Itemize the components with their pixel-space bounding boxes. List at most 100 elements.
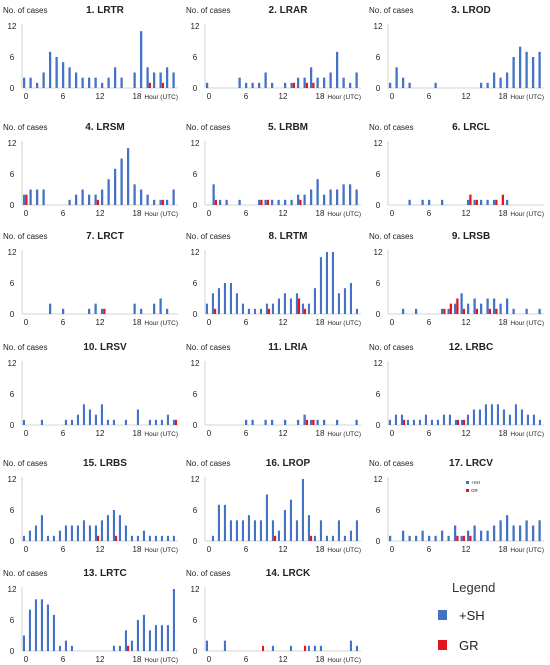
bar-sh xyxy=(152,199,156,205)
bar-sh xyxy=(290,82,293,88)
bar-sh xyxy=(172,589,175,651)
panel-lrcl: 6. LRCL No. of cases 0 6 12 0 6 12 18 Hour (UTC) xyxy=(369,122,544,218)
x-tick-label: 12 xyxy=(96,209,105,218)
x-tick-label: 18 xyxy=(316,655,325,664)
x-tick-label: 12 xyxy=(96,318,105,327)
bar-sh xyxy=(70,419,73,425)
bar-sh xyxy=(307,645,310,651)
bar-sh xyxy=(499,520,502,541)
bar-sh xyxy=(289,645,292,651)
legend-title: Legend xyxy=(452,580,496,595)
x-axis-label: Hour (UTC) xyxy=(144,320,178,327)
bar-gr xyxy=(161,82,165,88)
bar-sh xyxy=(223,504,226,541)
bar-sh xyxy=(106,419,109,425)
panel-title: 13. LRTC xyxy=(83,568,126,579)
bar-sh xyxy=(136,620,139,651)
bar-sh xyxy=(430,419,433,425)
x-tick-label: 6 xyxy=(61,92,66,101)
bar-sh xyxy=(447,308,450,314)
x-tick-label: 18 xyxy=(316,92,325,101)
bar-sh xyxy=(412,419,415,425)
bar-sh xyxy=(460,535,463,541)
y-tick-label: 0 xyxy=(193,310,198,319)
bar-gr xyxy=(475,308,479,314)
bar-sh xyxy=(526,414,529,425)
bar-sh xyxy=(309,419,313,425)
bar-sh xyxy=(290,199,293,205)
x-tick-label: 0 xyxy=(207,429,212,438)
x-tick-label: 12 xyxy=(279,545,288,554)
bar-sh xyxy=(499,77,502,88)
x-tick-label: 0 xyxy=(24,92,29,101)
bar-sh xyxy=(406,419,409,425)
panel-lrar: 2. LRAR No. of cases 0 6 12 0 6 12 18 Hour (UTC) xyxy=(186,5,361,101)
bar-sh xyxy=(319,520,322,541)
y-tick-label: 6 xyxy=(193,170,198,179)
bar-sh xyxy=(22,194,26,205)
panel-title: 12. LRBC xyxy=(449,342,493,353)
y-tick-label: 6 xyxy=(376,279,381,288)
bar-sh xyxy=(538,51,541,88)
bar-sh xyxy=(531,525,535,541)
y-tick-label: 12 xyxy=(191,139,200,148)
y-tick-label: 6 xyxy=(193,53,198,62)
bar-sh xyxy=(309,67,313,88)
bar-sh xyxy=(355,189,358,205)
bar-sh xyxy=(139,31,143,89)
bar-sh xyxy=(316,77,319,88)
bar-sh xyxy=(253,520,256,541)
bar-sh xyxy=(88,525,91,541)
bar-sh xyxy=(512,57,515,88)
bar-sh xyxy=(113,67,117,88)
bar-sh xyxy=(348,82,352,88)
bar-sh xyxy=(355,419,358,425)
y-tick-label: 6 xyxy=(376,53,381,62)
y-tick-label: 12 xyxy=(8,475,17,484)
bar-sh xyxy=(229,283,232,314)
x-tick-label: 12 xyxy=(279,318,288,327)
bar-sh xyxy=(499,303,502,314)
bar-sh xyxy=(531,57,535,88)
bar-sh xyxy=(508,414,511,425)
x-axis-label: Hour (UTC) xyxy=(327,211,361,218)
bar-gr xyxy=(103,308,106,314)
y-axis-label: No. of cases xyxy=(186,123,230,132)
y-axis-label: No. of cases xyxy=(186,343,230,352)
bar-sh xyxy=(525,520,528,541)
bar-gr xyxy=(469,194,472,205)
y-tick-label: 0 xyxy=(193,84,198,93)
x-tick-label: 18 xyxy=(499,318,508,327)
y-tick-label: 12 xyxy=(8,248,17,257)
y-tick-label: 0 xyxy=(376,201,381,210)
bar-sh xyxy=(325,535,328,541)
bar-sh xyxy=(337,520,340,541)
bar-sh xyxy=(154,625,157,651)
bar-sh xyxy=(492,72,496,88)
bar-sh xyxy=(349,283,352,314)
bar-sh xyxy=(165,308,169,314)
bar-sh xyxy=(442,414,445,425)
panel-title: 11. LRIA xyxy=(268,342,307,353)
bar-sh xyxy=(118,645,121,651)
bar-sh xyxy=(479,82,483,88)
x-tick-label: 18 xyxy=(499,209,508,218)
bar-gr xyxy=(260,199,263,205)
bar-sh xyxy=(218,199,222,205)
x-tick-label: 6 xyxy=(244,318,249,327)
y-axis-label: No. of cases xyxy=(186,232,230,241)
bar-sh xyxy=(68,67,71,88)
x-tick-label: 6 xyxy=(244,655,249,664)
bar-sh xyxy=(277,298,280,314)
x-axis-label: Hour (UTC) xyxy=(510,431,544,438)
bar-gr xyxy=(312,82,315,88)
bar-sh xyxy=(518,46,522,88)
bar-sh xyxy=(349,530,352,541)
bar-sh xyxy=(394,414,397,425)
bar-sh xyxy=(460,419,463,425)
bar-gr xyxy=(403,419,406,425)
x-axis-label: Hour (UTC) xyxy=(327,431,361,438)
x-tick-label: 0 xyxy=(24,655,29,664)
bar-sh xyxy=(331,535,334,541)
x-tick-label: 18 xyxy=(316,429,325,438)
